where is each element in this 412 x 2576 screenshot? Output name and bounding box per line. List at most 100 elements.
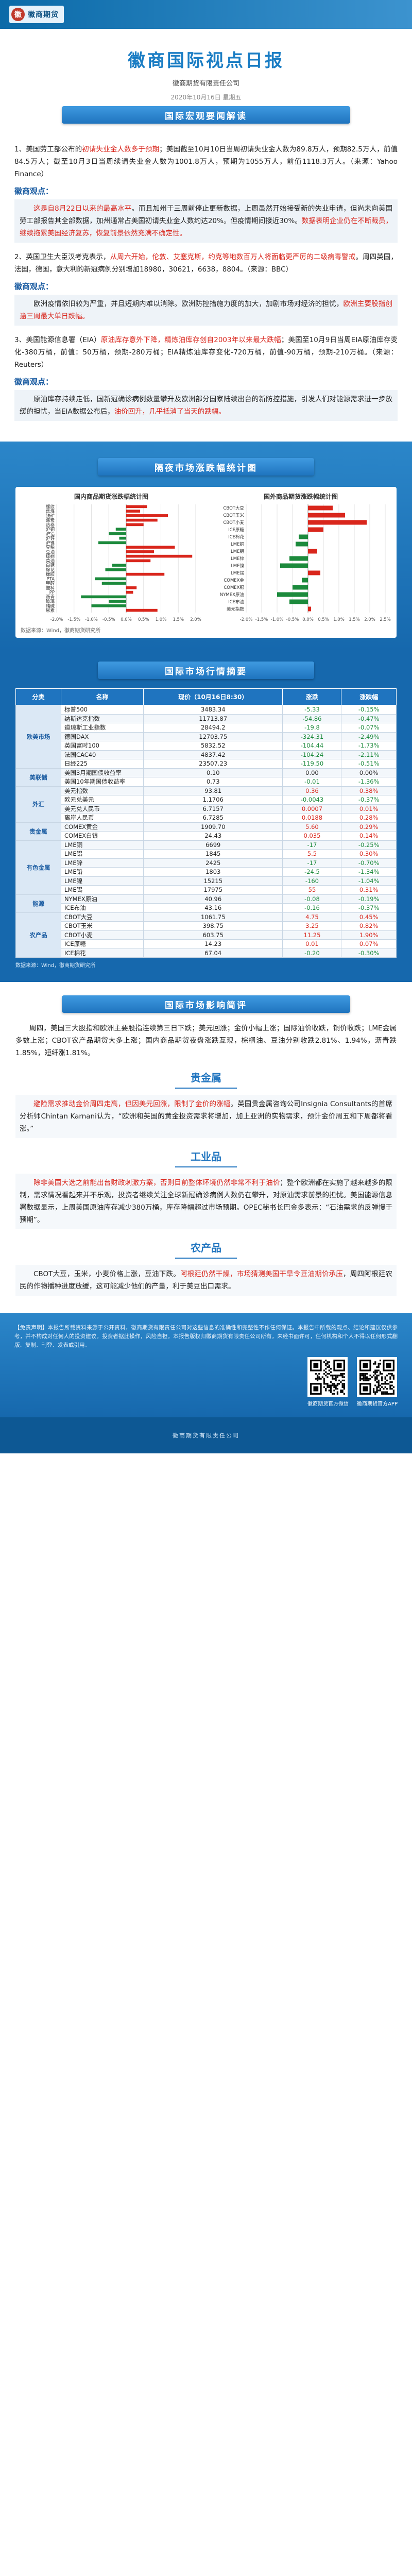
chart-bar [308,606,311,612]
x-tick-label: -1.0% [271,617,284,622]
chart-bar [299,534,308,539]
change-cell: 11.25 [282,930,342,940]
x-tick-label: 0.0% [302,617,314,622]
report-date: 2020年10月16日 星期五 [170,94,242,101]
price-cell: 40.96 [143,894,283,904]
name-cell: NYMEX原油 [61,894,144,904]
pct-cell: 0.28% [341,813,397,823]
chart-bar [115,528,126,531]
change-cell: -0.08 [282,894,342,904]
qr-code-row: 徽商期货官方微信 徽商期货官方APP [14,1357,398,1407]
pct-cell: 0.00% [341,768,397,777]
change-cell: -24.5 [282,867,342,877]
category-cell: 有色金属 [15,840,61,895]
category-label: ICE原糖 [228,527,244,533]
table-row: 法国CAC40 4837.42 -104.24 -2.11% [16,750,397,759]
price-cell: 1.1706 [143,795,283,805]
category-label: PTA [47,577,55,582]
footer-bar: 徽商期货有限责任公司 [0,1417,412,1453]
price-cell: 28494.2 [143,723,283,733]
category-label: 甲醇 [46,581,55,586]
chart-bar [296,541,308,547]
name-cell: CBOT大豆 [61,912,144,922]
comment-highlight-2: 油价回升，几乎抵消了当天的跌幅。 [114,408,226,416]
table-row: 能源 NYMEX原油 40.96 -0.08 -0.19% [15,894,397,913]
qr-label: 徽商期货官方微信 [307,1401,349,1407]
price-cell: 12703.75 [143,732,283,741]
name-cell: 离岸人民币 [61,813,144,823]
pct-cell: -1.34% [341,867,397,877]
table-row: 美国10年期国债收益率 0.73 -0.01 -1.36% [16,777,397,787]
column-header-change: 涨跌 [282,688,342,705]
impact-block-text: CBOT大豆，玉米，小麦价格上涨，豆油下跌。阿根廷仍然干燥，市场猜测美国干旱令豆… [15,1265,397,1296]
comment-mid: 。而且加州于三周前停止更新数据，上周虽然开始接受新的失业申请，但尚未向美国劳工部… [20,205,392,225]
category-label: 螺纹 [46,504,55,510]
name-cell: ICE布油 [61,903,144,913]
pct-cell: -2.11% [341,750,397,759]
table-row: 美元兑人民币 6.7157 0.0007 0.01% [16,804,397,814]
news-text: 1、美国劳工部公布的初请失业金人数多于预期；美国截至10月10日当周初请失业金人… [14,143,398,180]
category-label: LME铝 [231,549,244,554]
news-highlight: 从周六开始，伦敦、艾塞克斯，约克等地数百万人将面临更严厉的二级病毒警戒 [110,253,356,261]
price-cell: 6699 [143,840,283,850]
table-row: 农产品 CBOT大豆 1061.75 4.75 0.45% [15,912,397,958]
x-tick-label: 1.0% [156,617,167,622]
price-cell: 67.04 [143,948,283,958]
x-tick-label: -0.5% [102,617,115,622]
comment-highlight: 这是自8月22日以来的最高水平 [33,205,132,213]
chart-bar [289,556,308,561]
x-tick-label: 1.0% [333,617,345,622]
category-label: LME镍 [231,563,244,569]
category-cell: 贵金属 [15,822,61,841]
price-cell: 1061.75 [143,912,283,922]
chart-bar [126,514,168,517]
category-label: 沥青 [46,594,55,600]
change-cell: 0.035 [282,831,342,841]
price-cell: 15215 [143,876,283,886]
change-cell: -0.20 [282,948,342,958]
footer-section: 【免责声明】本报告所载资料来源于公开资料，徽商期货有限责任公司对这些信息的准确性… [0,1313,412,1417]
table-row: 有色金属 LME铜 6699 -17 -0.25% [15,840,397,895]
impact-post: ；整个欧洲都在实施了越来越多的限制，需求情况看起来并不乐观，投资者继续关注全球新… [20,1179,393,1224]
chart-title: 国内商品期货涨跌幅统计图 [74,493,148,500]
price-cell: 6.7157 [143,804,283,814]
category-label: 焦煤 [46,509,55,514]
change-cell: -160 [282,876,342,886]
impact-blocks: 贵金属 避险需求推动金价周四走高，但因美元回涨，限制了金价的涨幅。英国贵金属咨询公… [15,1070,397,1296]
name-cell: 标普500 [61,705,144,715]
news-body: ；美国至10月9日当周EIA原油库存变化-380万桶，前值：50万桶，预期-28… [14,336,398,369]
table-row: 外汇 美元指数 93.81 0.36 0.38% [15,786,397,823]
chart-bar [302,578,308,583]
news-lead: 3、美国能源信息署（EIA） [14,336,101,344]
chart-bar [81,595,126,599]
market-table-panel: 分类 名称 现价（10月16日8:30） 涨跌 涨跌幅 欧美市场 标普500 348… [15,688,397,958]
chart-bar [126,518,158,522]
name-cell: CBOT玉米 [61,921,144,931]
chart-bar [289,599,308,604]
logo-text: 徽商期货 [28,11,59,19]
chart-bar [98,541,126,545]
name-cell: LME锌 [61,858,144,868]
price-cell: 1909.70 [143,822,283,832]
table-source: 数据来源：Wind，徽商期货研究所 [15,963,96,969]
pct-cell: -0.30% [341,948,397,958]
disclaimer-text: 【免责声明】本报告所载资料来源于公开资料，徽商期货有限责任公司对这些信息的准确性… [14,1325,398,1348]
price-cell: 1803 [143,867,283,877]
wechat-qr-card[interactable]: 徽商期货官方微信 [307,1357,349,1407]
price-cell: 3483.34 [143,705,283,715]
price-cell: 1845 [143,849,283,859]
pct-cell: -0.25% [341,840,397,850]
table-row: LME锡 17975 55 0.31% [16,885,397,895]
column-header-price: 现价（10月16日8:30） [143,688,283,705]
price-cell: 0.73 [143,777,283,787]
name-cell: LME铅 [61,867,144,877]
chart-bar [126,550,154,553]
name-cell: LME铜 [61,840,144,850]
pct-cell: -0.37% [341,903,397,913]
category-label: NYMEX原油 [220,592,244,598]
chart-bar [105,568,126,571]
app-qr-card[interactable]: 徽商期货官方APP [357,1357,398,1407]
category-label: COMEX银 [224,585,244,590]
chart-bar [308,505,333,511]
change-cell: -0.16 [282,903,342,913]
